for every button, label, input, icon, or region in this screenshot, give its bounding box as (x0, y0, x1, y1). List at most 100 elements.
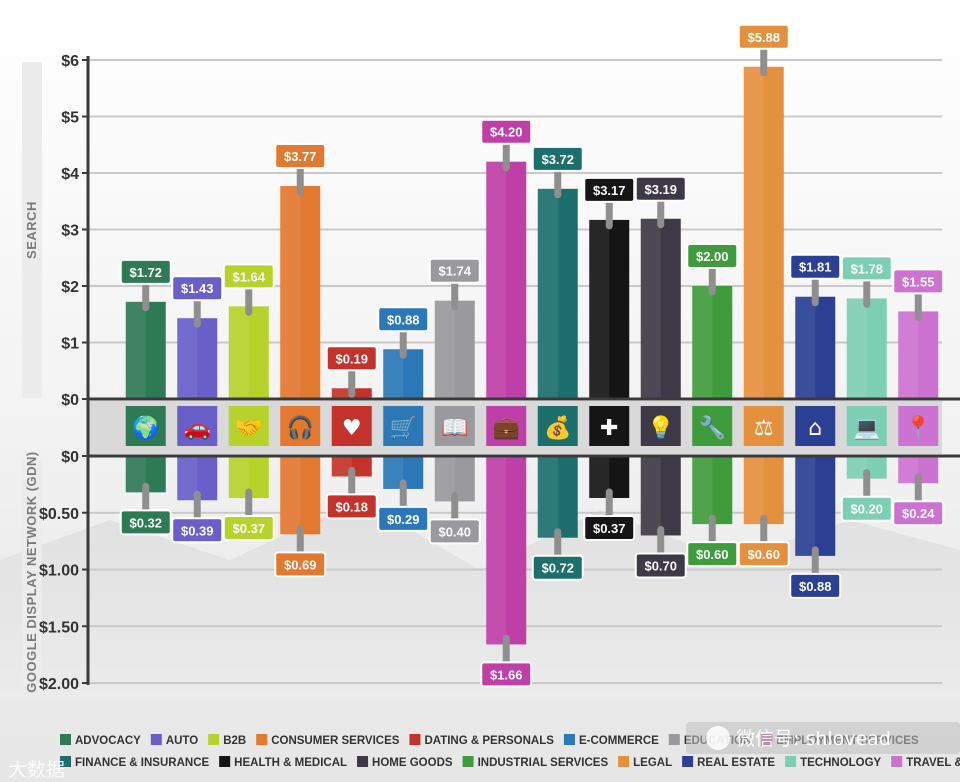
search-tag-employment-services (480, 118, 533, 145)
gdn-tag-dating-personals (325, 493, 378, 520)
icon-tile-technology (846, 406, 887, 446)
handshake-icon: 🤝 (235, 416, 262, 441)
watermark-text: 微信号: shlovead (736, 728, 891, 750)
icon-tile-b2b (228, 406, 269, 446)
gdn-value-label: $0.32 (129, 515, 162, 530)
tick-label-gdn: $1.00 (39, 563, 79, 580)
gdn-tag-consumer-services (274, 551, 327, 578)
search-value-label: $1.74 (438, 264, 471, 279)
laptop-icon: 💻 (853, 416, 880, 441)
legend-swatch-b2b (208, 734, 220, 745)
search-value-label: $0.88 (387, 312, 420, 327)
gdn-tag-education (428, 518, 481, 545)
search-tag-dating-personals (325, 345, 378, 372)
tick-label-search: $0 (61, 392, 79, 409)
gdn-label-band (22, 460, 42, 686)
search-bar-advocacy (125, 301, 166, 399)
briefcase-icon: 💼 (493, 416, 520, 441)
search-value-label: $1.78 (850, 261, 883, 276)
search-bar-industrial-services (692, 286, 733, 399)
search-bar-shade (537, 188, 558, 399)
search-value-label: $1.81 (799, 260, 832, 275)
gdn-axis-label: GOOGLE DISPLAY NETWORK (GDN) (24, 451, 39, 693)
icon-tile-finance-insurance (537, 406, 578, 446)
search-bar-shade (486, 161, 507, 399)
icon-tile-auto (177, 406, 218, 446)
search-bar-education (434, 300, 475, 399)
legend-label-health-medical: HEALTH & MEDICAL (234, 757, 347, 769)
house-icon: ⌂ (808, 416, 822, 441)
search-value-label: $1.64 (232, 269, 265, 284)
watermark-backdrop (686, 722, 960, 754)
gdn-tag-e-commerce (377, 505, 430, 532)
legend-swatch-health-medical (219, 756, 231, 767)
icon-tile-employment-services (486, 406, 527, 446)
money-bag-icon: 💰 (544, 415, 571, 441)
gdn-value-label: $0.37 (593, 521, 626, 536)
gdn-bar-shade (125, 456, 146, 493)
tick-label-search: $6 (61, 53, 79, 70)
background-mountains (0, 500, 960, 700)
search-bar-shade (846, 298, 867, 399)
gavel-icon: ⚖ (754, 416, 774, 441)
search-bar-home-goods (640, 218, 681, 399)
gdn-value-label: $0.40 (438, 524, 471, 539)
search-bar-legal (743, 66, 784, 399)
search-tag-real-estate (789, 253, 842, 280)
gdn-value-label: $0.60 (747, 547, 780, 562)
icon-tile-home-goods (640, 406, 681, 446)
gdn-bar-industrial-services (692, 456, 733, 525)
search-tag-education (428, 257, 481, 284)
tick-label-search: $5 (61, 110, 79, 127)
legend-swatch-education (668, 734, 680, 745)
search-bar-shade (692, 286, 713, 399)
search-bar-shade (228, 306, 249, 399)
search-value-label: $3.19 (644, 182, 677, 197)
search-value-label: $4.20 (490, 125, 523, 140)
icon-tile-consumer-services (280, 406, 321, 446)
search-value-label: $1.43 (181, 281, 214, 296)
search-value-label: $1.55 (902, 274, 935, 289)
legend-swatch-dating-personals (409, 734, 421, 745)
search-tag-e-commerce (377, 306, 430, 333)
gdn-value-label: $1.66 (490, 667, 523, 682)
tools-icon: 🔧 (699, 414, 726, 441)
tick-label-gdn: $0.50 (39, 506, 79, 523)
legend-swatch-advocacy (60, 734, 71, 745)
legend-label-finance-insurance: FINANCE & INSURANCE (75, 757, 210, 769)
legend-swatch-home-goods (357, 756, 369, 767)
search-tag-auto (171, 275, 224, 302)
icon-tile-dating-personals (331, 406, 372, 446)
gdn-tag-real-estate (789, 572, 842, 599)
legend-swatch-travel-hospitality (891, 756, 903, 767)
legend-swatch-legal (618, 756, 630, 767)
icon-tile-education (434, 406, 475, 446)
icon-tile-travel-hospitality (898, 406, 939, 446)
gdn-bar-employment-services (486, 456, 527, 645)
gdn-tag-advocacy (119, 509, 172, 536)
search-bar-finance-insurance (537, 188, 578, 399)
legend-label-auto: AUTO (166, 735, 198, 747)
headset-icon: 🎧 (287, 415, 314, 441)
gdn-tag-finance-insurance (531, 554, 584, 581)
gdn-bar-shade (846, 456, 867, 479)
legend-label-travel-hospitality: TRAVEL & HOSPITALITY (906, 757, 960, 769)
gdn-bar-shade (743, 456, 764, 525)
gdn-tag-auto (171, 517, 224, 544)
gdn-bar-shade (898, 456, 919, 484)
gdn-value-label: $0.20 (850, 502, 883, 517)
search-tag-advocacy (119, 258, 172, 285)
gdn-tag-health-medical (583, 514, 636, 541)
icon-tile-real-estate (795, 406, 836, 446)
search-bar-shade (795, 296, 816, 399)
gdn-bar-shade (383, 456, 404, 489)
legend-swatch-auto (150, 734, 162, 745)
gdn-bar-technology (846, 456, 887, 479)
search-tag-b2b (222, 263, 275, 290)
gdn-value-label: $0.60 (696, 547, 729, 562)
gdn-bar-legal (743, 456, 784, 525)
gdn-bar-consumer-services (280, 456, 321, 535)
icon-tile-e-commerce (383, 406, 424, 446)
search-bar-shade (383, 349, 404, 399)
